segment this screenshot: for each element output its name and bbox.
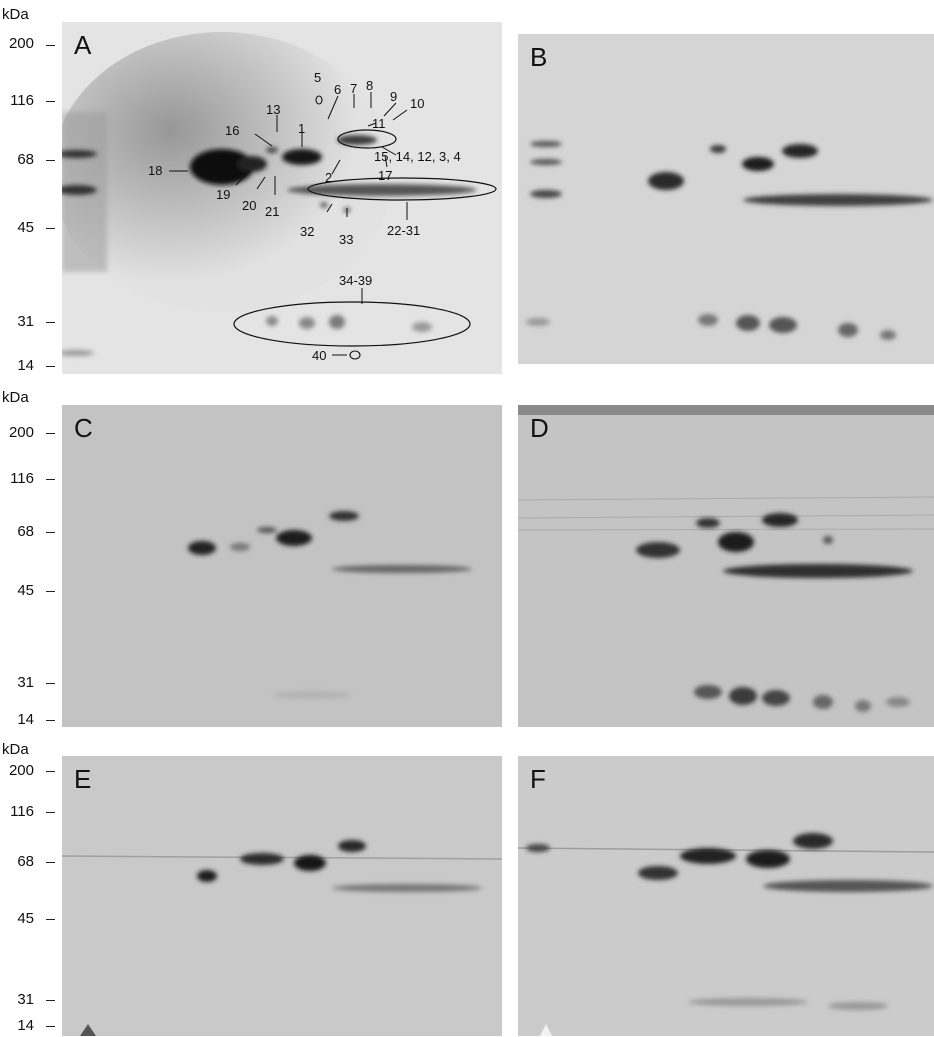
panel-label-a: A [74,30,92,60]
spot-label-9: 9 [390,89,397,104]
mw-tick-31: 31 [17,674,34,691]
panel-label-e: E [74,764,92,794]
spot-label-group-22-31: 22-31 [387,223,420,238]
mw-tick-45: 45 [17,910,34,927]
spot-label-13: 13 [266,102,280,117]
mw-tick-116: 116 [10,803,34,820]
mw-tick-14: 14 [17,711,34,728]
gel-panel-d: D [518,405,934,727]
spot-label-group-34-39: 34-39 [339,273,372,288]
spot-label-7: 7 [350,81,357,96]
spot-label-16: 16 [225,123,239,138]
mw-tick-116: 116 [10,470,34,487]
mw-tick-200: 200 [8,762,34,779]
gel-panel-c: C [62,405,502,727]
spot-label-33: 33 [339,232,353,247]
mw-unit-label-row1: kDa [2,6,29,23]
mw-tick-14: 14 [17,357,34,374]
panel-label-f: F [530,764,546,794]
mw-unit-label-row3: kDa [2,741,29,758]
spot-label-19: 19 [216,187,230,202]
gel-panel-b: B [518,34,934,364]
gel-panel-f: F [518,756,934,1036]
mw-unit-label-row2: kDa [2,389,29,406]
mw-tick-116: 116 [10,92,34,109]
mw-tick-68: 68 [17,523,34,540]
spot-label-group-15-14-12-3-4: 15, 14, 12, 3, 4 [374,149,461,164]
spot-label-40: 40 [312,348,326,363]
mw-tick-14: 14 [17,1017,34,1034]
spot-label-17: 17 [378,168,392,183]
mw-tick-45: 45 [17,219,34,236]
mw-tick-31: 31 [17,313,34,330]
mw-tick-200: 200 [8,35,34,52]
mw-tick-31: 31 [17,991,34,1008]
spot-label-32: 32 [300,224,314,239]
spot-label-5: 5 [314,70,321,85]
panel-label-c: C [74,413,93,443]
mw-tick-200: 200 [8,424,34,441]
mw-tick-45: 45 [17,582,34,599]
mw-tick-68: 68 [17,853,34,870]
spot-label-1: 1 [298,121,305,136]
gel-panel-a: 5 6 7 8 9 10 11 13 16 1 15, 14, 12, 3, 4… [62,22,502,374]
spot-label-11: 11 [372,116,386,131]
mw-tick-68: 68 [17,151,34,168]
gel-panel-e: E [62,756,502,1036]
spot-label-18: 18 [148,163,162,178]
panel-label-b: B [530,42,548,72]
spot-label-2: 2 [325,170,332,185]
spot-label-8: 8 [366,78,373,93]
spot-label-6: 6 [334,82,341,97]
spot-label-20: 20 [242,198,256,213]
panel-label-d: D [530,413,549,443]
spot-label-10: 10 [410,96,424,111]
spot-label-21: 21 [265,204,279,219]
